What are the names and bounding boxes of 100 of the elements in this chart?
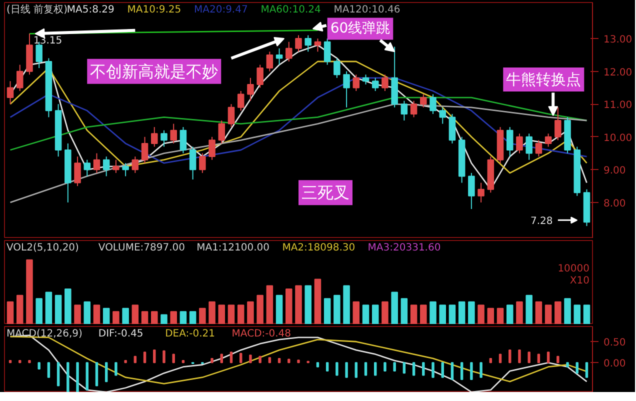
bar bbox=[266, 285, 274, 324]
chart-title: VOL2(5,10,20) bbox=[6, 242, 80, 254]
y-tick-label: 0.50 bbox=[604, 338, 626, 349]
candlestick bbox=[439, 106, 446, 124]
candlestick bbox=[218, 120, 226, 144]
y-tick-label: 11.00 bbox=[604, 100, 632, 112]
candlestick bbox=[74, 156, 81, 187]
bar bbox=[506, 304, 514, 324]
candlestick bbox=[180, 126, 187, 154]
bar bbox=[64, 288, 72, 324]
bar bbox=[448, 304, 456, 324]
candlestick bbox=[6, 80, 14, 105]
candlestick bbox=[526, 133, 532, 160]
candlestick bbox=[228, 104, 235, 128]
bar bbox=[218, 304, 226, 324]
annotation: X10 bbox=[570, 275, 590, 286]
bar bbox=[526, 294, 532, 324]
bar bbox=[430, 301, 436, 324]
candlestick bbox=[266, 51, 274, 72]
bar bbox=[93, 304, 100, 324]
candlestick bbox=[535, 140, 542, 158]
line-series bbox=[10, 103, 588, 204]
candlestick bbox=[189, 146, 196, 180]
text: MA5:8.29 bbox=[66, 4, 114, 16]
annotation: 60线弹跳 bbox=[330, 20, 390, 37]
bar bbox=[382, 301, 388, 324]
bar bbox=[468, 301, 475, 324]
candlestick bbox=[102, 156, 110, 177]
chart-title: MACD(12,26,9) bbox=[6, 328, 83, 340]
text: MA10:9.25 bbox=[127, 4, 182, 16]
candlestick bbox=[478, 182, 484, 203]
y-tick-label: 12.00 bbox=[604, 67, 632, 78]
bar bbox=[324, 298, 331, 324]
bar bbox=[544, 304, 552, 324]
candlestick bbox=[516, 133, 523, 154]
bar bbox=[112, 311, 120, 324]
candlestick bbox=[237, 90, 244, 112]
candlestick bbox=[122, 162, 129, 177]
bar bbox=[554, 301, 562, 324]
candlestick bbox=[170, 123, 177, 144]
bar bbox=[362, 304, 370, 324]
y-tick-label: 9.00 bbox=[604, 166, 626, 177]
bar bbox=[304, 285, 312, 324]
bar bbox=[276, 294, 283, 324]
bar bbox=[228, 304, 235, 324]
candlestick bbox=[554, 106, 562, 141]
bar bbox=[256, 294, 264, 324]
candlestick bbox=[352, 74, 360, 92]
text: MA120:10.46 bbox=[334, 4, 400, 16]
bar bbox=[420, 304, 427, 324]
candlestick bbox=[410, 100, 418, 118]
bar bbox=[132, 304, 139, 324]
candlestick bbox=[382, 74, 388, 92]
bar bbox=[487, 308, 494, 324]
text: MA1:12100.00 bbox=[196, 242, 270, 254]
y-tick-label: 10.00 bbox=[604, 132, 632, 144]
text: MA20:9.47 bbox=[194, 4, 248, 16]
chart-title: (日线 前复权) bbox=[6, 4, 68, 16]
y-tick-label: 8.00 bbox=[604, 198, 626, 210]
bar bbox=[286, 288, 292, 324]
candlestick bbox=[286, 41, 292, 62]
bar bbox=[45, 292, 52, 324]
bar bbox=[122, 308, 129, 324]
candlestick bbox=[324, 38, 331, 66]
candlestick bbox=[208, 136, 216, 160]
candlestick bbox=[93, 152, 100, 174]
text: DEA:-0.21 bbox=[165, 328, 216, 340]
candlestick bbox=[247, 77, 254, 102]
bar bbox=[54, 294, 62, 324]
candlestick bbox=[304, 34, 312, 52]
candlestick bbox=[468, 172, 475, 210]
bar bbox=[574, 304, 581, 324]
text: MA3:20331.60 bbox=[368, 242, 441, 254]
bar bbox=[199, 308, 206, 324]
candlestick bbox=[112, 159, 120, 174]
bar bbox=[189, 311, 196, 324]
bar bbox=[458, 301, 466, 324]
bar bbox=[352, 301, 360, 324]
bar bbox=[516, 301, 523, 324]
bar bbox=[141, 311, 148, 324]
bar bbox=[36, 298, 42, 324]
text: VOLUME:7897.00 bbox=[98, 242, 186, 254]
y-tick-label: 0.00 bbox=[604, 358, 626, 370]
bar bbox=[583, 304, 590, 324]
bar bbox=[343, 285, 350, 324]
candlestick bbox=[334, 58, 340, 78]
candlestick bbox=[343, 70, 350, 108]
candlestick bbox=[430, 94, 436, 114]
bar bbox=[237, 304, 244, 324]
candlestick bbox=[151, 126, 158, 148]
bar bbox=[439, 304, 446, 324]
candlestick bbox=[372, 77, 379, 92]
text: DIF:-0.45 bbox=[98, 328, 144, 340]
bar bbox=[496, 308, 504, 324]
bar bbox=[74, 304, 81, 324]
candlestick bbox=[400, 100, 408, 121]
annotation: 三死叉 bbox=[302, 183, 350, 202]
bar bbox=[208, 301, 216, 324]
series-label: MACD:-0.48 bbox=[232, 328, 292, 340]
text: MA2:18098.30 bbox=[282, 242, 356, 254]
